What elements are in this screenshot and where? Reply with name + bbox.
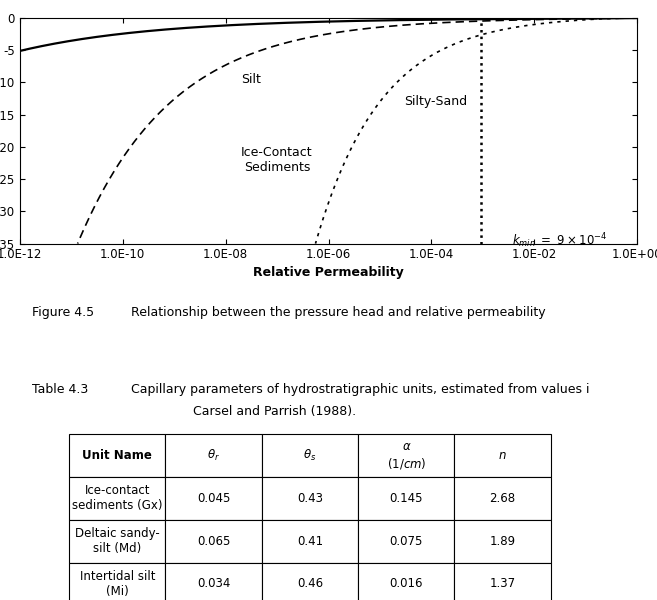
Text: Silt: Silt xyxy=(241,73,261,86)
X-axis label: Relative Permeability: Relative Permeability xyxy=(253,266,404,278)
Text: Capillary parameters of hydrostratigraphic units, estimated from values i: Capillary parameters of hydrostratigraph… xyxy=(131,383,589,396)
Text: $k_{min}\ =\ 9\times10^{-4}$: $k_{min}\ =\ 9\times10^{-4}$ xyxy=(512,231,607,250)
Text: Ice-Contact
Sediments: Ice-Contact Sediments xyxy=(241,146,313,174)
Text: Silty-Sand: Silty-Sand xyxy=(405,95,468,108)
Text: Figure 4.5: Figure 4.5 xyxy=(32,306,94,319)
Text: Relationship between the pressure head and relative permeability: Relationship between the pressure head a… xyxy=(131,306,545,319)
Text: Table 4.3: Table 4.3 xyxy=(32,383,88,396)
Text: Carsel and Parrish (1988).: Carsel and Parrish (1988). xyxy=(193,405,355,418)
